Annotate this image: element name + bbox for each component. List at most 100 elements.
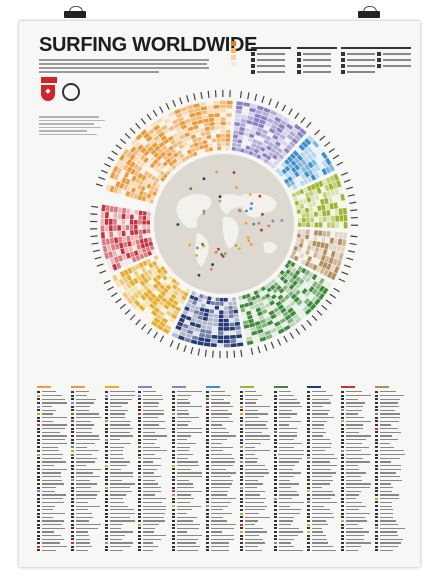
spot-index-row (273, 423, 304, 427)
season-cell (194, 107, 201, 113)
season-cell (282, 284, 289, 291)
season-cell (134, 188, 140, 195)
spot-index-row (307, 405, 337, 409)
season-cell (331, 222, 335, 228)
season-cell (230, 343, 237, 348)
spot-label-tick (98, 176, 106, 181)
season-cell (123, 269, 130, 276)
spot-index-row (239, 545, 270, 549)
spot-label-tick (190, 346, 194, 355)
season-cell (232, 305, 238, 310)
season-cell (321, 204, 326, 211)
spot-index-row (37, 431, 67, 435)
spot-index-row (205, 453, 236, 457)
season-cell (309, 234, 314, 241)
spot-index-row (341, 482, 372, 486)
spot-index-row (172, 431, 203, 435)
season-cell (157, 293, 164, 300)
surf-spot-marker (214, 250, 218, 254)
season-cell (253, 148, 260, 154)
spot-index-row (37, 460, 67, 464)
spot-index-row (374, 504, 405, 508)
season-cell (210, 343, 217, 348)
spot-index-row (70, 549, 101, 553)
spot-index-row (172, 486, 202, 490)
season-cell (291, 267, 297, 274)
spot-label-tick (347, 194, 355, 197)
season-cell (131, 175, 137, 182)
poster: SURFING WORLDWIDE ◆ (19, 21, 420, 567)
season-cell (270, 278, 277, 285)
season-cell (313, 211, 318, 217)
season-cell (229, 330, 236, 335)
season-cell (233, 126, 240, 131)
spot-index-column (172, 385, 203, 555)
season-cell (250, 103, 258, 109)
season-cell (159, 164, 165, 170)
season-cell (203, 143, 209, 149)
season-cell (303, 203, 309, 209)
season-cell (269, 300, 275, 306)
season-cell (205, 130, 211, 136)
season-cell (241, 144, 246, 149)
spot-index-row (374, 408, 405, 412)
season-cell (279, 281, 286, 288)
spot-index-row (273, 401, 304, 405)
spot-index-row (205, 416, 236, 420)
season-cell (185, 315, 192, 321)
season-cell (147, 173, 153, 179)
season-cell (198, 311, 204, 316)
season-cell (251, 142, 257, 148)
spot-label-tick (101, 169, 108, 174)
season-cell (325, 177, 332, 184)
season-cell (155, 280, 162, 287)
season-cell (293, 196, 298, 202)
season-cell (139, 238, 144, 244)
spot-index-row (172, 519, 202, 523)
season-cell (276, 127, 283, 134)
spot-index-row (104, 434, 135, 438)
season-cell (326, 231, 331, 237)
spot-label-ticks (90, 89, 358, 358)
season-cell (144, 177, 151, 183)
season-cell (149, 245, 155, 251)
spot-label-tick (147, 327, 153, 335)
season-cell (139, 154, 146, 161)
season-cell (136, 151, 143, 159)
season-cell (153, 135, 160, 142)
season-cell (171, 164, 177, 170)
season-cell (236, 143, 242, 148)
season-cell (138, 190, 144, 196)
season-cell (286, 182, 292, 188)
spot-index-row (138, 416, 168, 420)
spot-index-row (273, 420, 304, 424)
season-cell (318, 222, 323, 228)
season-cell (160, 124, 168, 131)
season-cell (259, 119, 266, 125)
season-cell (146, 229, 151, 234)
season-cell (299, 312, 307, 320)
spot-index-row (138, 519, 168, 523)
spot-index-row (341, 416, 371, 420)
spot-label-tick (349, 201, 357, 204)
season-cell (285, 281, 292, 288)
spot-index-row (307, 397, 337, 401)
season-cell (159, 158, 166, 164)
season-cell (255, 307, 262, 313)
season-cell (133, 299, 141, 307)
season-cell (219, 302, 224, 306)
season-cell (320, 254, 326, 262)
season-cell (281, 321, 289, 328)
spot-label-tick (336, 161, 344, 166)
season-cell (182, 323, 189, 329)
surf-spot-marker (258, 194, 262, 198)
season-cell (252, 334, 259, 340)
season-cell (236, 334, 243, 339)
season-cell (290, 173, 297, 180)
season-cell (238, 299, 244, 305)
season-cell (121, 219, 126, 225)
season-cell (221, 138, 226, 142)
season-cell (325, 282, 332, 290)
season-cell (184, 118, 192, 124)
spot-index-row (138, 423, 168, 427)
